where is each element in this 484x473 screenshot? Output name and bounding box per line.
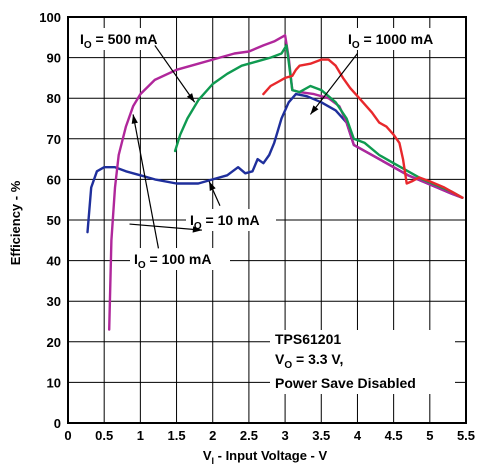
arrowhead bbox=[310, 105, 319, 115]
series-lines bbox=[86, 34, 464, 331]
x-tick-label: 3.5 bbox=[312, 428, 330, 443]
y-tick-label: 50 bbox=[47, 213, 61, 228]
x-tick-label: 3 bbox=[281, 428, 288, 443]
info-mode: Power Save Disabled bbox=[275, 375, 416, 391]
info-box-background bbox=[270, 330, 455, 394]
svg-text:IO = 500 mA: IO = 500 mA bbox=[80, 31, 157, 51]
x-tick-label: 5.5 bbox=[457, 428, 475, 443]
y-tick-label: 70 bbox=[47, 132, 61, 147]
y-tick-label: 0 bbox=[54, 416, 61, 431]
info-device: TPS61201 bbox=[275, 331, 341, 347]
series-line-2 bbox=[173, 44, 464, 199]
plot-frame bbox=[67, 16, 467, 424]
x-tick-label: 0.5 bbox=[95, 428, 113, 443]
y-tick-label: 100 bbox=[39, 10, 61, 25]
y-tick-label: 90 bbox=[47, 51, 61, 66]
y-tick-label: 10 bbox=[47, 375, 61, 390]
plot-border bbox=[67, 16, 467, 424]
annotation-arrow bbox=[129, 223, 202, 231]
info-box: TPS61201 VO = 3.3 V, Power Save Disabled bbox=[270, 330, 455, 394]
arrowhead bbox=[186, 93, 195, 103]
series-label-100ma: IO = 100 mA bbox=[130, 248, 230, 271]
svg-text:IO = 100 mA: IO = 100 mA bbox=[134, 251, 211, 271]
svg-text:IO = 10 mA: IO = 10 mA bbox=[190, 212, 260, 232]
x-tick-label: 0 bbox=[64, 428, 71, 443]
y-axis-title: Efficiency - % bbox=[8, 180, 23, 265]
svg-text:IO = 1000 mA: IO = 1000 mA bbox=[348, 31, 433, 51]
series-label-10ma: IO = 10 mA bbox=[186, 209, 276, 232]
y-tick-label: 80 bbox=[47, 91, 61, 106]
annotation-arrow bbox=[154, 45, 196, 103]
x-tick-label: 1.5 bbox=[168, 428, 186, 443]
arrowhead bbox=[131, 114, 138, 124]
annotation-arrow bbox=[132, 114, 160, 249]
grid bbox=[68, 17, 466, 423]
x-axis-title: VI - Input Voltage - V bbox=[203, 448, 328, 466]
series-line-3 bbox=[262, 58, 464, 199]
series-label-1000ma: IO = 1000 mA bbox=[344, 28, 456, 51]
x-tick-label: 5 bbox=[426, 428, 433, 443]
x-tick-label: 4.5 bbox=[385, 428, 403, 443]
arrowhead bbox=[192, 226, 202, 233]
annotation-arrows bbox=[129, 45, 358, 249]
annotation-arrow bbox=[309, 53, 358, 115]
y-tick-label: 20 bbox=[47, 335, 61, 350]
series-line-1 bbox=[107, 34, 464, 331]
y-tick-label: 60 bbox=[47, 172, 61, 187]
series-label-500ma: IO = 500 mA bbox=[76, 28, 174, 51]
x-tick-label: 2 bbox=[209, 428, 216, 443]
y-tick-label: 30 bbox=[47, 294, 61, 309]
x-tick-label: 1 bbox=[137, 428, 144, 443]
info-vout: VO = 3.3 V, bbox=[275, 351, 343, 371]
x-tick-label: 2.5 bbox=[240, 428, 258, 443]
arrowhead bbox=[209, 181, 216, 191]
x-tick-label: 4 bbox=[354, 428, 362, 443]
tick-labels: 0 0.5 1 1.5 2 2.5 3 3.5 4 4.5 5 5.5 0 10 20 30 40 50 60 70 8… bbox=[39, 10, 475, 443]
y-tick-label: 40 bbox=[47, 254, 61, 269]
